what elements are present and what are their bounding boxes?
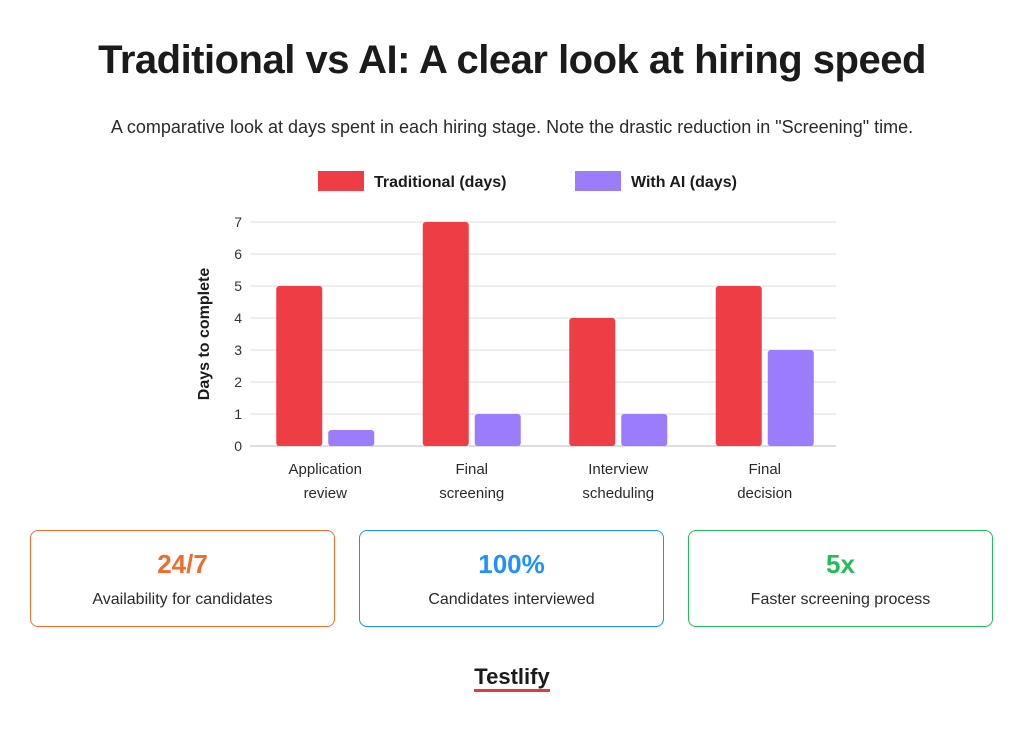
bar-with-ai [474, 414, 521, 446]
bar-traditional [569, 318, 616, 446]
stat-label: Availability for candidates [92, 591, 273, 608]
chart-bars [276, 222, 814, 446]
y-tick-label: 4 [234, 310, 242, 326]
brand-logo: Testlify [0, 665, 1024, 692]
legend-swatch [318, 171, 364, 191]
x-tick-label: review [304, 485, 348, 502]
x-tick-label: Final [748, 461, 781, 478]
x-tick-label: scheduling [582, 485, 654, 502]
y-tick-label: 6 [234, 246, 242, 262]
stat-label: Candidates interviewed [428, 591, 595, 608]
stat-value: 100% [478, 549, 545, 579]
page-subtitle: A comparative look at days spent in each… [110, 117, 914, 137]
x-tick-label: screening [439, 485, 504, 502]
stat-label: Faster screening process [750, 591, 931, 608]
y-axis-label: Days to complete [196, 268, 213, 401]
legend-label: Traditional (days) [374, 174, 506, 191]
stat-value: 5x [826, 549, 855, 579]
stat-value: 24/7 [157, 549, 208, 579]
bar-chart: Traditional (days) With AI (days) 0 1 2 3 4 5 6… [196, 171, 836, 502]
stat-card-availability: 24/7 Availability for candidates [30, 530, 335, 627]
bar-with-ai [621, 414, 668, 446]
stat-card-interviewed: 100% Candidates interviewed [359, 530, 664, 627]
x-tick-label: decision [737, 485, 792, 502]
y-tick-label: 1 [234, 406, 242, 422]
y-tick-label: 3 [234, 342, 242, 358]
bar-with-ai [767, 350, 814, 446]
x-tick-label: Application [289, 461, 362, 478]
chart-legend: Traditional (days) With AI (days) [318, 171, 737, 191]
bar-traditional [422, 222, 469, 446]
page-title: Traditional vs AI: A clear look at hirin… [98, 38, 926, 82]
y-tick-label: 7 [234, 214, 242, 230]
y-tick-label: 2 [234, 374, 242, 390]
bar-traditional [276, 286, 323, 446]
x-tick-label: Final [455, 461, 488, 478]
bar-traditional [715, 286, 762, 446]
x-tick-label: Interview [588, 461, 648, 478]
bar-with-ai [328, 430, 375, 446]
stat-card-screening: 5x Faster screening process [688, 530, 993, 627]
chart-labels: Application review Final screening Interview… [289, 461, 793, 502]
y-tick-label: 5 [234, 278, 242, 294]
brand-name: Testlify [474, 665, 550, 692]
legend-label: With AI (days) [631, 174, 737, 191]
legend-swatch [575, 171, 621, 191]
y-tick-label: 0 [234, 438, 242, 454]
